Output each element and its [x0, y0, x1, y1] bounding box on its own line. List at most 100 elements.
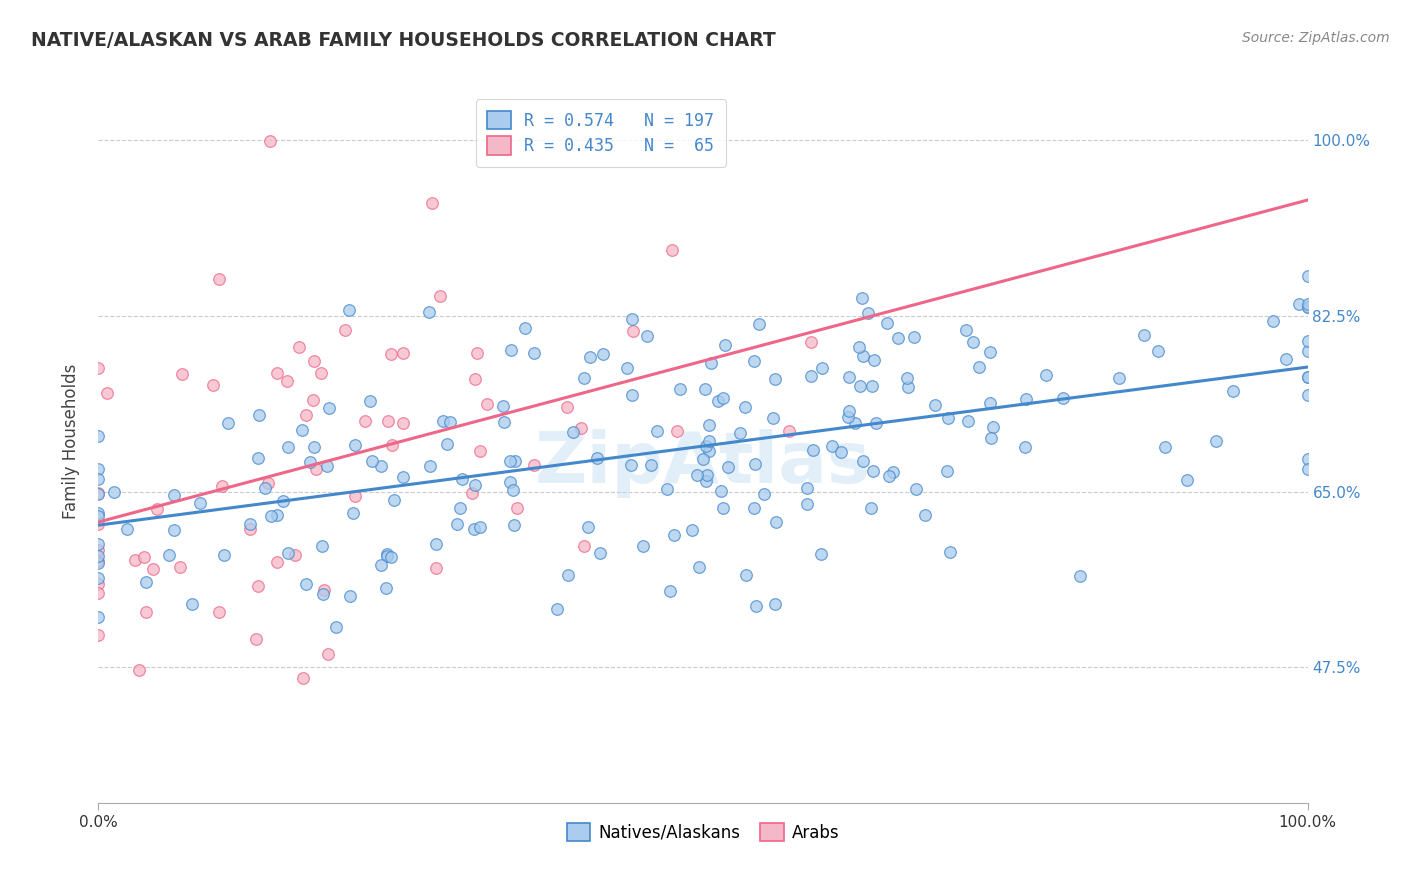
Point [170, 367, 193, 381]
Point [325, 620, 347, 634]
Point [247, 408, 270, 422]
Point [302, 393, 325, 408]
Point [810, 547, 832, 561]
Point [778, 424, 800, 438]
Point [339, 589, 361, 603]
Point [523, 458, 546, 473]
Point [1108, 370, 1130, 384]
Point [748, 317, 770, 331]
Point [709, 484, 731, 499]
Point [852, 349, 875, 363]
Text: ZipAtlas: ZipAtlas [536, 429, 870, 498]
Point [1296, 370, 1319, 384]
Legend: Natives/Alaskans, Arabs: Natives/Alaskans, Arabs [560, 817, 846, 848]
Text: NATIVE/ALASKAN VS ARAB FAMILY HOUSEHOLDS CORRELATION CHART: NATIVE/ALASKAN VS ARAB FAMILY HOUSEHOLDS… [31, 31, 776, 50]
Point [631, 539, 654, 553]
Point [796, 497, 818, 511]
Point [87, 486, 110, 500]
Point [87, 361, 110, 376]
Point [298, 455, 321, 469]
Point [212, 548, 235, 562]
Point [1205, 434, 1227, 448]
Point [665, 425, 688, 439]
Point [863, 352, 886, 367]
Point [266, 508, 288, 523]
Y-axis label: Family Households: Family Households [62, 364, 80, 519]
Point [714, 338, 737, 352]
Point [664, 528, 686, 542]
Text: Source: ZipAtlas.com: Source: ZipAtlas.com [1241, 31, 1389, 45]
Point [208, 272, 231, 286]
Point [862, 464, 884, 478]
Point [851, 291, 873, 305]
Point [375, 547, 398, 561]
Point [499, 475, 522, 489]
Point [425, 537, 447, 551]
Point [1147, 344, 1170, 359]
Point [1296, 343, 1319, 358]
Point [734, 400, 756, 414]
Point [744, 457, 766, 471]
Point [621, 324, 644, 338]
Point [468, 443, 491, 458]
Point [315, 459, 337, 474]
Point [697, 444, 720, 458]
Point [87, 628, 110, 642]
Point [1288, 297, 1310, 311]
Point [377, 414, 399, 428]
Point [1296, 388, 1319, 402]
Point [962, 335, 984, 350]
Point [87, 509, 110, 524]
Point [260, 508, 283, 523]
Point [1296, 370, 1319, 384]
Point [239, 516, 262, 531]
Point [295, 577, 318, 591]
Point [896, 371, 918, 385]
Point [981, 420, 1004, 434]
Point [464, 372, 486, 386]
Point [425, 560, 447, 574]
Point [659, 583, 682, 598]
Point [515, 320, 537, 334]
Point [436, 436, 458, 450]
Point [217, 416, 239, 430]
Point [904, 482, 927, 496]
Point [305, 461, 328, 475]
Point [464, 478, 486, 492]
Point [87, 610, 110, 624]
Point [87, 537, 110, 551]
Point [499, 454, 522, 468]
Point [276, 375, 298, 389]
Point [939, 545, 962, 559]
Point [589, 546, 612, 560]
Point [669, 382, 692, 396]
Point [311, 539, 333, 553]
Point [697, 418, 720, 433]
Point [337, 302, 360, 317]
Point [699, 434, 721, 449]
Point [569, 421, 592, 435]
Point [284, 548, 307, 562]
Point [115, 522, 138, 536]
Point [1296, 300, 1319, 314]
Point [169, 559, 191, 574]
Point [967, 360, 990, 375]
Point [711, 501, 734, 516]
Point [287, 339, 309, 353]
Point [865, 416, 887, 430]
Point [695, 439, 717, 453]
Point [696, 467, 718, 482]
Point [523, 346, 546, 360]
Point [375, 549, 398, 563]
Point [314, 583, 336, 598]
Point [309, 366, 332, 380]
Point [132, 549, 155, 564]
Point [887, 331, 910, 345]
Point [439, 416, 461, 430]
Point [124, 552, 146, 566]
Point [211, 479, 233, 493]
Point [688, 559, 710, 574]
Point [253, 482, 276, 496]
Point [572, 539, 595, 553]
Point [465, 345, 488, 359]
